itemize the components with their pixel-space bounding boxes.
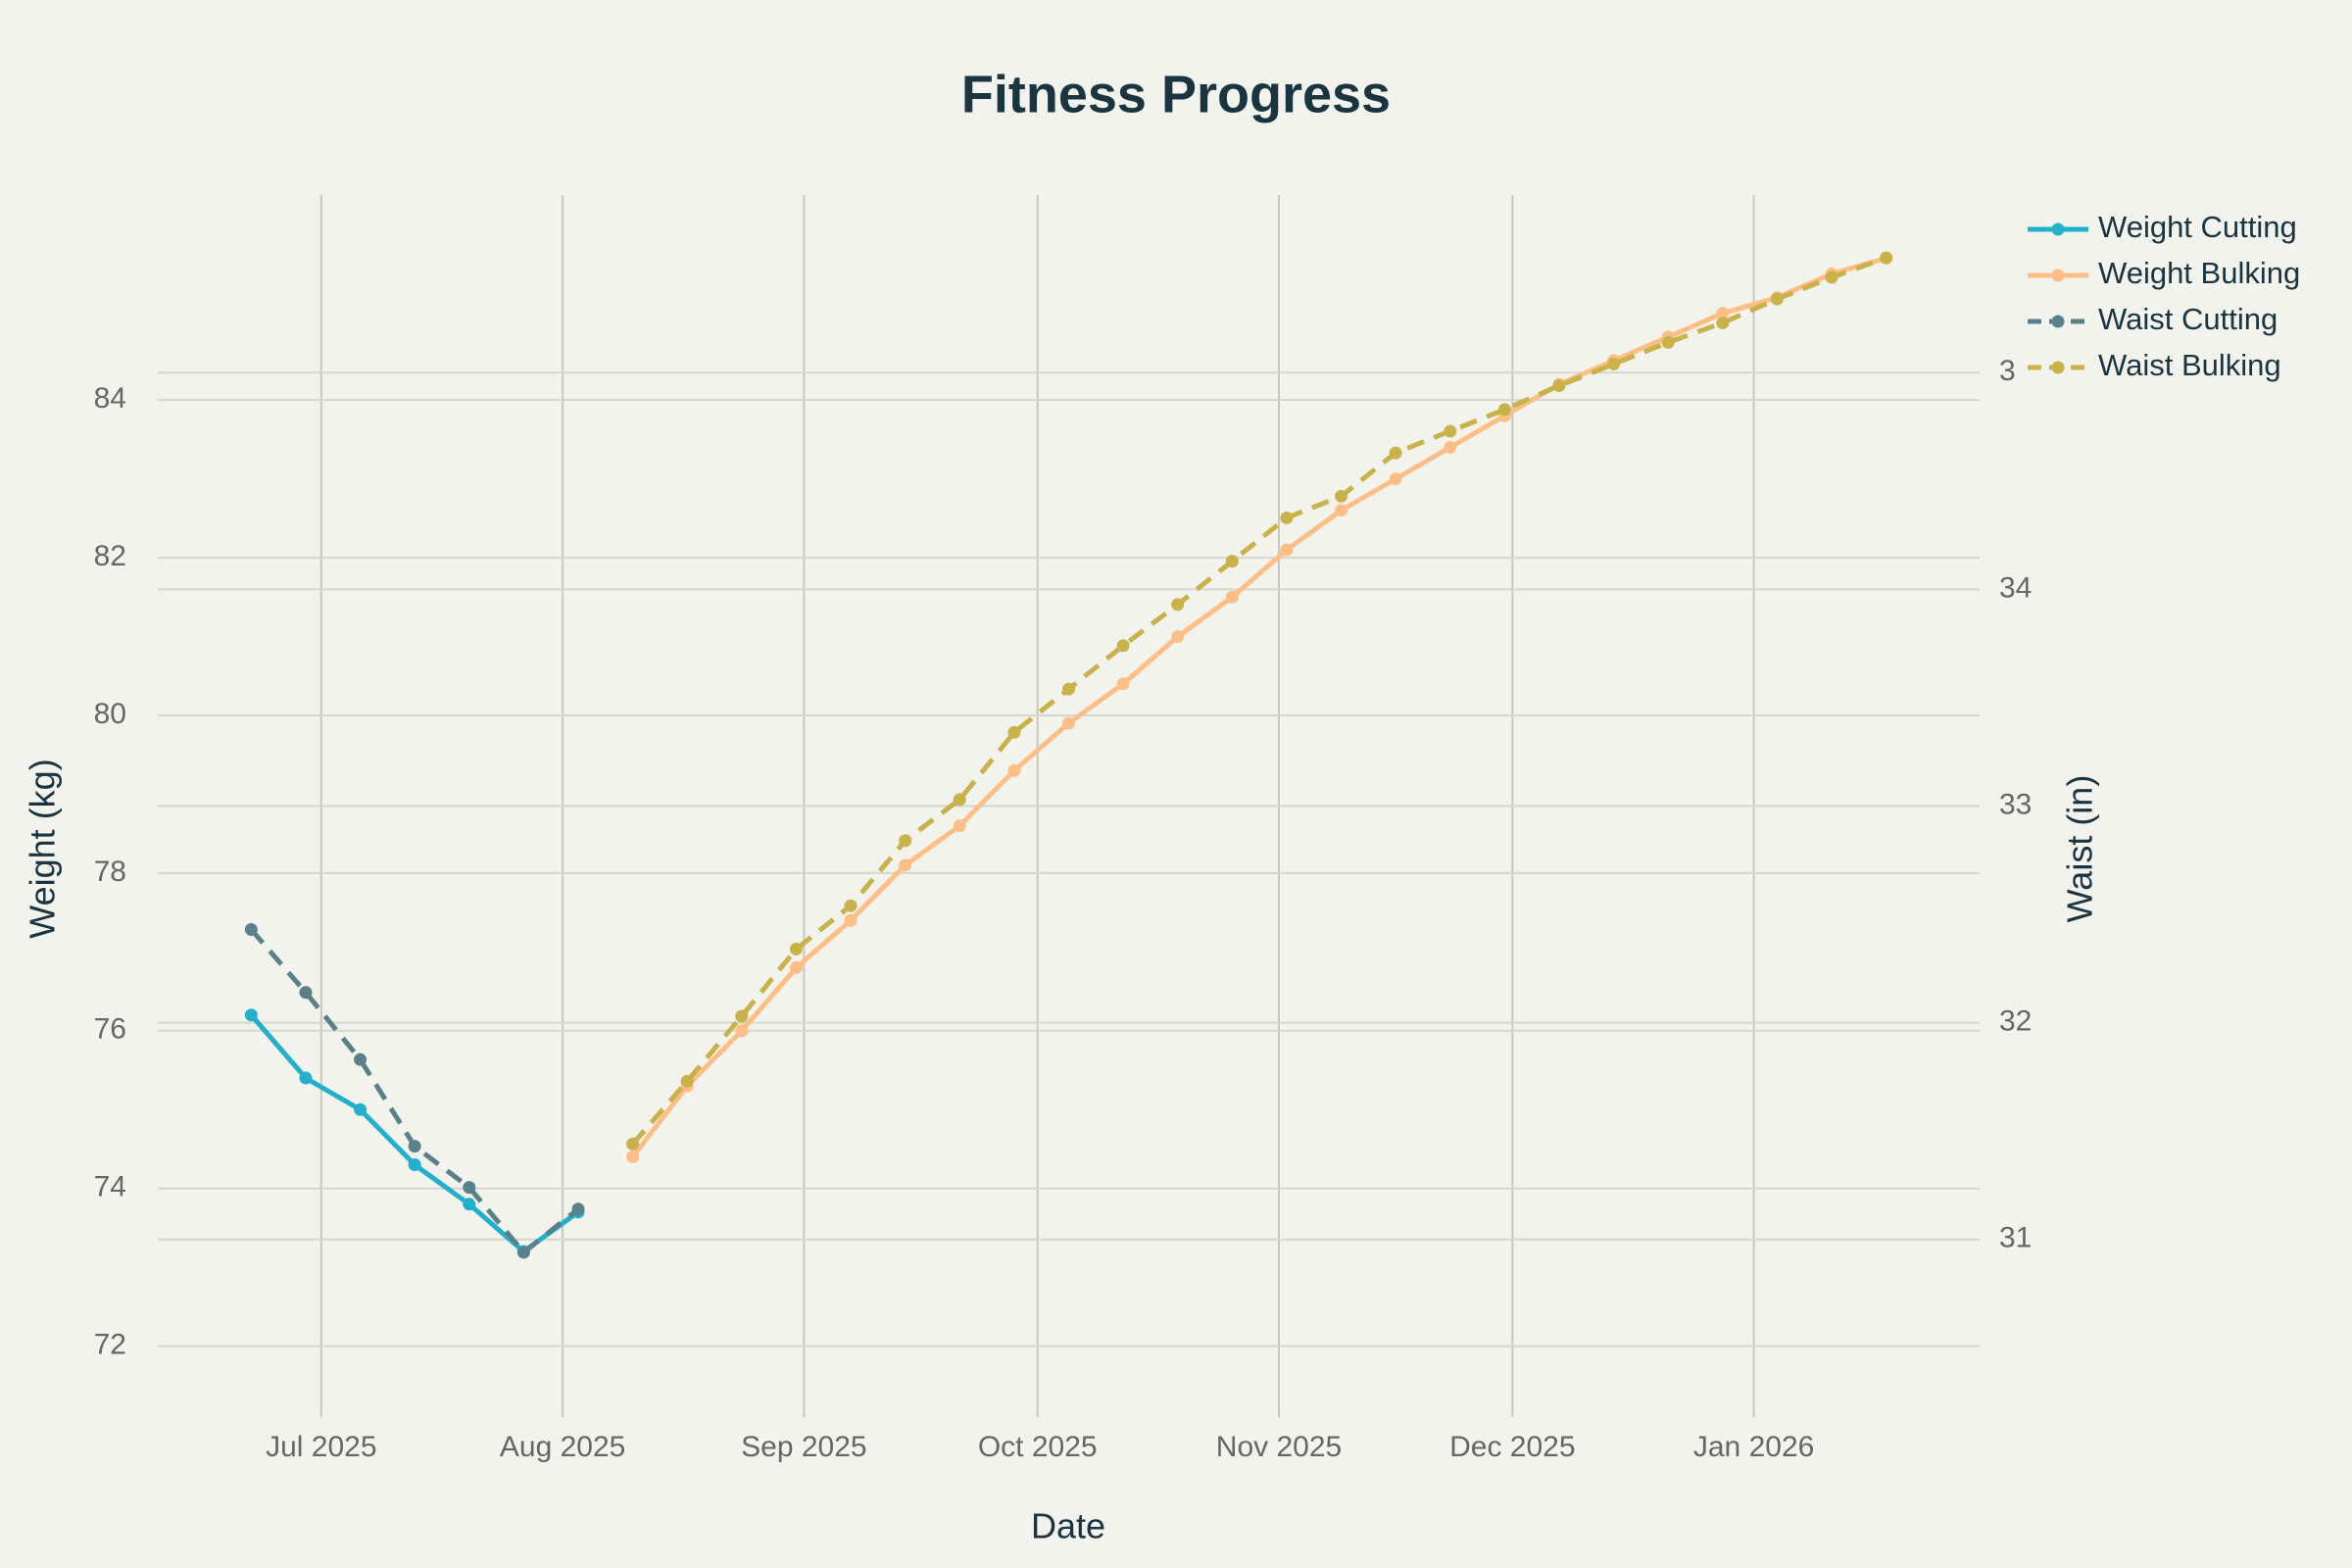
x-tick-label: Jan 2026: [1693, 1431, 1814, 1463]
legend-label: Weight Bulking: [2098, 256, 2300, 290]
series-marker: [1280, 543, 1294, 557]
series-marker: [1007, 725, 1021, 739]
series-marker: [1225, 555, 1239, 568]
legend-marker: [2051, 269, 2065, 282]
series-marker: [1225, 590, 1239, 604]
y-tick-label: 72: [94, 1329, 126, 1361]
series-marker: [844, 913, 858, 927]
y-tick-label: 84: [94, 382, 126, 415]
series-marker: [1335, 489, 1348, 503]
y2-tick-label: 32: [1999, 1005, 2032, 1038]
series-marker: [789, 942, 803, 956]
series-marker: [1062, 682, 1075, 696]
y-tick-label: 82: [94, 540, 126, 572]
y2-tick-label: 33: [1999, 788, 2032, 820]
series-line: [630, 255, 1887, 1159]
series-marker: [789, 960, 803, 974]
series-marker: [354, 1102, 368, 1116]
series-marker: [1389, 446, 1402, 460]
y-tick-label: 78: [94, 856, 126, 888]
series-marker: [1770, 292, 1784, 306]
series-marker: [1880, 251, 1893, 265]
y2-tick-label: 34: [1999, 571, 2032, 604]
series-marker: [735, 1009, 749, 1023]
series-marker: [1280, 511, 1294, 524]
series-marker: [899, 834, 912, 848]
series-marker: [899, 858, 912, 872]
series-marker: [1116, 639, 1130, 653]
series-marker: [1116, 677, 1130, 691]
x-tick-label: Oct 2025: [978, 1431, 1098, 1463]
y2-tick-label: 3: [1999, 355, 2016, 387]
series-line: [630, 255, 1887, 1147]
series-marker: [1171, 598, 1185, 612]
series-marker: [1444, 424, 1457, 438]
y2-tick-label: 31: [1999, 1222, 2032, 1254]
series-marker: [1716, 316, 1730, 329]
series-marker: [571, 1202, 585, 1216]
series-marker: [1007, 763, 1021, 777]
series-marker: [299, 986, 313, 1000]
legend-label: Waist Bulking: [2098, 348, 2281, 382]
x-tick-label: Dec 2025: [1449, 1431, 1575, 1463]
series-marker: [1552, 379, 1566, 393]
legend-marker: [2051, 315, 2065, 328]
series-marker: [626, 1151, 640, 1164]
series-marker: [354, 1053, 368, 1066]
series-marker: [408, 1140, 421, 1153]
series-marker: [1661, 335, 1675, 349]
y2-axis-label: Waist (in): [2060, 775, 2100, 923]
legend-marker: [2051, 361, 2065, 374]
series-marker: [1607, 357, 1621, 370]
legend-label: Waist Cutting: [2098, 302, 2278, 336]
y-tick-label: 74: [94, 1171, 126, 1203]
series-marker: [953, 819, 966, 833]
series-marker: [844, 899, 858, 912]
series-marker: [735, 1024, 749, 1038]
series-marker: [626, 1137, 640, 1151]
series-marker: [516, 1246, 530, 1259]
series-marker: [244, 923, 258, 937]
series-marker: [953, 793, 966, 807]
y-tick-label: 76: [94, 1013, 126, 1046]
x-tick-label: Aug 2025: [500, 1431, 625, 1463]
series-marker: [463, 1181, 476, 1195]
series-marker: [1062, 716, 1075, 730]
series-marker: [1171, 630, 1185, 644]
series-marker: [299, 1071, 313, 1085]
series-marker: [244, 1008, 258, 1022]
series-marker: [408, 1158, 421, 1172]
x-tick-label: Jul 2025: [266, 1431, 376, 1463]
x-tick-label: Nov 2025: [1216, 1431, 1342, 1463]
series-marker: [680, 1074, 694, 1088]
series-marker: [1716, 307, 1730, 320]
y-axis-label: Weight (kg): [23, 759, 63, 938]
series-marker: [1335, 504, 1348, 517]
series-marker: [1444, 440, 1457, 454]
series-marker: [1497, 403, 1511, 416]
legend-marker: [2051, 222, 2065, 236]
x-axis-label: Date: [1031, 1506, 1105, 1546]
series-marker: [463, 1198, 476, 1211]
series-marker: [1825, 270, 1838, 284]
x-tick-label: Sep 2025: [741, 1431, 866, 1463]
y-tick-label: 80: [94, 698, 126, 730]
legend-label: Weight Cutting: [2098, 210, 2297, 244]
series-marker: [1389, 472, 1402, 486]
chart-title: Fitness Progress: [961, 65, 1391, 123]
